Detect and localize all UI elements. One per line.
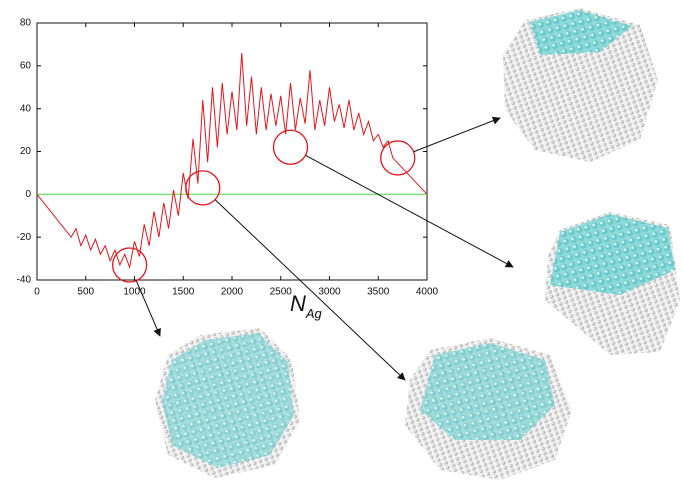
- x-tick-label: 0: [34, 287, 40, 298]
- particle-shell: [162, 333, 294, 468]
- y-tick-label: 0: [25, 189, 31, 200]
- highlight-circle: [111, 247, 148, 283]
- plot-frame: [36, 22, 428, 281]
- y-tick-label: 40: [20, 103, 32, 114]
- y-tick-label: -20: [17, 232, 32, 243]
- x-axis-label: NAg: [290, 291, 323, 322]
- highlight-circle: [272, 129, 309, 165]
- y-tick-label: 60: [20, 60, 32, 71]
- x-axis-label-sub: Ag: [305, 306, 323, 321]
- arrow: [135, 280, 161, 337]
- x-axis-label-main: N: [290, 291, 306, 316]
- arrow: [413, 116, 501, 153]
- particle-shell: [550, 214, 675, 295]
- x-tick-label: 2500: [270, 287, 293, 298]
- data-line: [36, 52, 428, 269]
- y-tick-label: 80: [20, 18, 32, 29]
- x-tick-label: 1000: [123, 287, 146, 298]
- particle-shell: [420, 343, 555, 440]
- arrow: [214, 199, 406, 381]
- plot: -40 -20 0 20 40 60 80 0 500 1000 1500 2000 2500 3000 3…: [17, 18, 514, 381]
- x-tick-label: 2000: [221, 287, 244, 298]
- y-tick-label: -40: [17, 275, 32, 286]
- y-tick-label: 20: [20, 146, 32, 157]
- arrow: [305, 154, 514, 268]
- highlight-circle: [185, 170, 221, 206]
- particle-shell: [530, 10, 632, 55]
- x-tick-label: 1500: [172, 287, 195, 298]
- highlight-circle: [380, 140, 416, 176]
- x-tick-label: 3500: [367, 287, 390, 298]
- x-tick-label: 500: [77, 287, 94, 298]
- nanoparticles: [155, 8, 680, 480]
- x-tick-label: 4000: [416, 287, 439, 298]
- x-tick-label: 3000: [318, 287, 341, 298]
